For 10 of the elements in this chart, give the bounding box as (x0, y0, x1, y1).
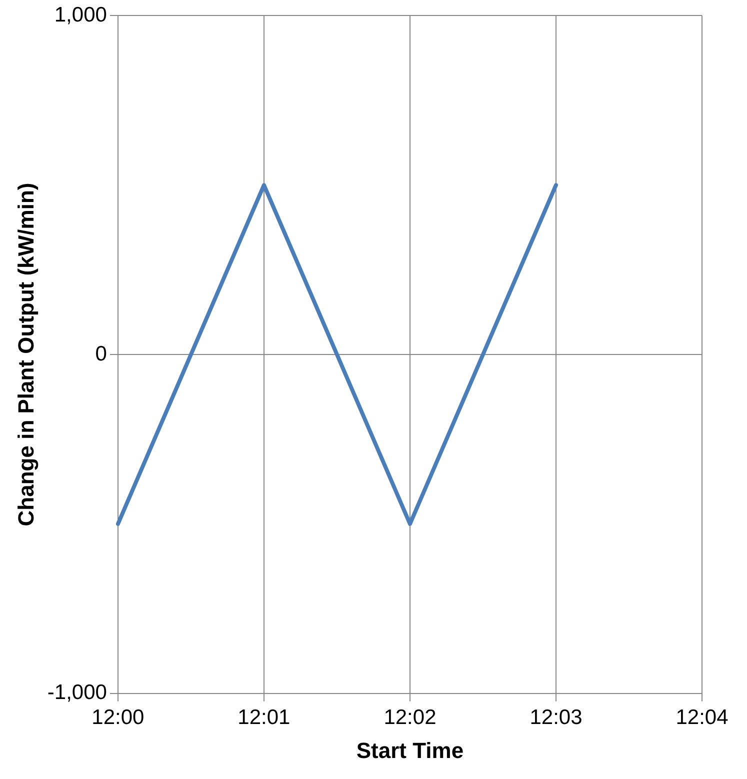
y-axis-title: Change in Plant Output (kW/min) (13, 182, 38, 526)
x-tick-label: 12:03 (530, 706, 582, 729)
x-tick-label: 12:02 (384, 706, 436, 729)
y-tick-label: 1,000 (54, 3, 107, 26)
x-tick-label: 12:01 (238, 706, 290, 729)
y-tick-label: -1,000 (47, 681, 107, 704)
x-tick-label: 12:04 (676, 706, 729, 729)
y-tick-label: 0 (95, 342, 107, 366)
x-tick-label: 12:00 (92, 706, 144, 729)
x-axis-title: Start Time (356, 738, 464, 763)
